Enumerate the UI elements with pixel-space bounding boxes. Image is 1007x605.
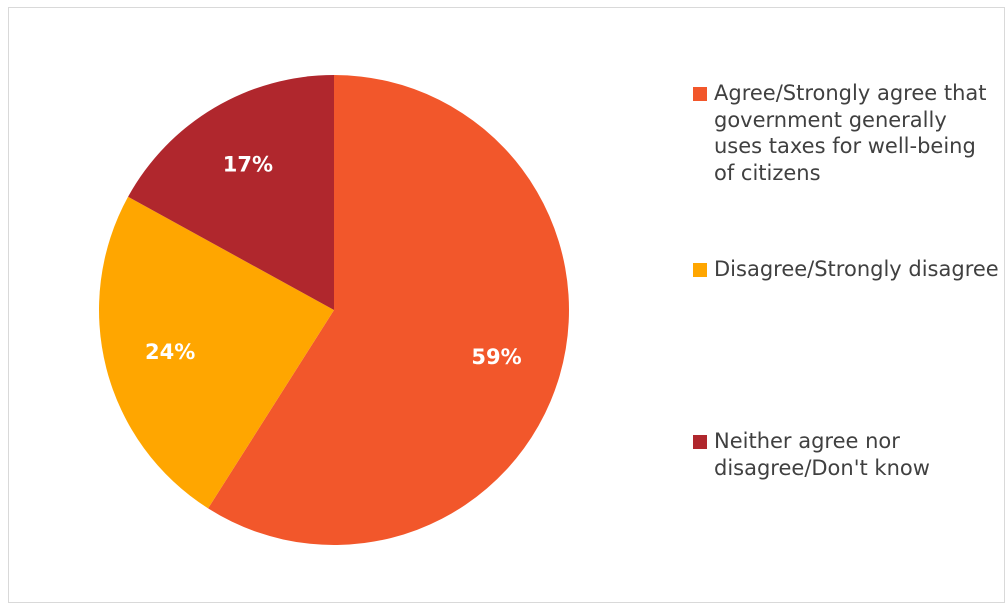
slice-value-label-1: 59% [471,345,521,369]
legend-swatch-3 [693,435,707,449]
legend-label-2: Disagree/Strongly disagree [714,257,999,281]
legend-swatch-1 [693,87,707,101]
slice-value-label-2: 24% [145,340,195,364]
legend-label-1: Agree/Strongly agree that government gen… [714,81,987,185]
legend-label-3: Neither agree nor disagree/Don't know [714,429,930,480]
pie-slice-3 [128,75,334,310]
pie-slice-2 [99,196,334,509]
pie-slice-1 [208,75,570,546]
slice-value-label-3: 17% [223,152,273,176]
legend-swatch-2 [693,263,707,277]
